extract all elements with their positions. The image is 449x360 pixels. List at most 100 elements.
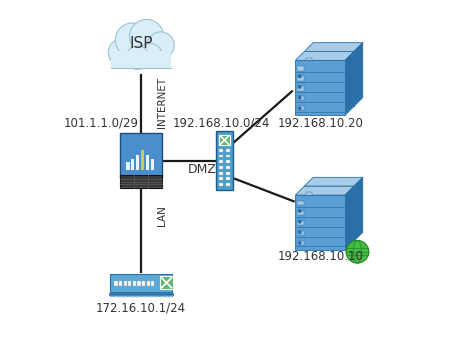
Text: 192.168.10.20: 192.168.10.20 xyxy=(277,117,363,130)
Bar xyxy=(219,177,223,180)
Bar xyxy=(219,149,223,152)
Bar xyxy=(306,212,313,216)
Bar xyxy=(219,183,223,186)
Bar xyxy=(297,241,304,245)
Text: 192.168.10.10: 192.168.10.10 xyxy=(277,250,363,263)
Bar xyxy=(306,192,313,197)
Bar xyxy=(137,281,141,285)
Circle shape xyxy=(307,87,310,90)
Bar xyxy=(147,281,150,285)
FancyBboxPatch shape xyxy=(160,276,173,289)
Bar xyxy=(306,87,313,91)
Circle shape xyxy=(126,46,150,69)
FancyBboxPatch shape xyxy=(110,274,172,292)
Polygon shape xyxy=(345,51,354,115)
Bar xyxy=(306,58,313,62)
Circle shape xyxy=(307,211,310,215)
Bar xyxy=(151,159,154,170)
Circle shape xyxy=(307,232,310,236)
Circle shape xyxy=(115,23,150,57)
Circle shape xyxy=(147,32,174,59)
Bar xyxy=(297,66,304,71)
FancyBboxPatch shape xyxy=(295,195,345,250)
Circle shape xyxy=(138,44,163,68)
Circle shape xyxy=(307,76,310,80)
Bar xyxy=(141,150,145,170)
Bar xyxy=(306,97,313,102)
Bar xyxy=(306,232,313,236)
FancyBboxPatch shape xyxy=(304,186,354,241)
Bar xyxy=(226,149,230,152)
Bar xyxy=(219,172,223,175)
Bar xyxy=(219,160,223,163)
Circle shape xyxy=(307,66,310,69)
Polygon shape xyxy=(354,177,363,241)
Polygon shape xyxy=(345,186,354,250)
Circle shape xyxy=(298,230,301,234)
Bar xyxy=(297,86,304,90)
Bar xyxy=(297,201,304,205)
Bar xyxy=(133,281,136,285)
FancyBboxPatch shape xyxy=(111,51,172,68)
FancyBboxPatch shape xyxy=(219,135,230,145)
Bar xyxy=(226,183,230,186)
Circle shape xyxy=(298,96,301,99)
Circle shape xyxy=(108,39,135,66)
Bar xyxy=(297,96,304,100)
Circle shape xyxy=(307,222,310,225)
Bar xyxy=(297,231,304,235)
Bar xyxy=(226,155,230,157)
Bar xyxy=(114,281,118,285)
Bar xyxy=(306,67,313,72)
Circle shape xyxy=(298,75,301,78)
Polygon shape xyxy=(304,42,363,51)
Circle shape xyxy=(129,19,163,54)
Bar xyxy=(226,172,230,175)
FancyBboxPatch shape xyxy=(120,175,163,188)
FancyBboxPatch shape xyxy=(304,51,354,107)
Bar xyxy=(297,221,304,225)
Polygon shape xyxy=(295,186,354,195)
Polygon shape xyxy=(354,42,363,107)
Bar xyxy=(119,281,122,285)
Text: LAN: LAN xyxy=(157,205,167,226)
Circle shape xyxy=(298,209,301,213)
Bar xyxy=(226,177,230,180)
FancyBboxPatch shape xyxy=(216,131,233,190)
Bar xyxy=(123,281,127,285)
Bar xyxy=(151,281,154,285)
Circle shape xyxy=(298,85,301,89)
Circle shape xyxy=(298,220,301,224)
Bar xyxy=(297,76,304,81)
Bar xyxy=(306,222,313,226)
Bar xyxy=(126,162,129,170)
Bar xyxy=(306,202,313,206)
Circle shape xyxy=(307,98,310,101)
FancyBboxPatch shape xyxy=(295,60,345,115)
Bar xyxy=(142,281,145,285)
Bar xyxy=(306,77,313,82)
Circle shape xyxy=(298,107,301,110)
Text: INTERNET: INTERNET xyxy=(157,76,167,127)
Bar xyxy=(297,211,304,215)
Circle shape xyxy=(298,241,301,245)
Bar xyxy=(131,159,134,170)
Polygon shape xyxy=(304,177,363,186)
Polygon shape xyxy=(295,51,354,60)
Circle shape xyxy=(346,240,369,263)
Bar xyxy=(136,155,140,170)
Bar xyxy=(219,166,223,169)
Bar xyxy=(297,106,304,111)
Text: DMZ: DMZ xyxy=(187,163,216,176)
FancyBboxPatch shape xyxy=(120,134,163,177)
Bar xyxy=(219,155,223,157)
Text: 172.16.10.1/24: 172.16.10.1/24 xyxy=(96,301,186,314)
Bar xyxy=(128,281,132,285)
Text: ISP: ISP xyxy=(129,36,153,51)
Bar xyxy=(226,160,230,163)
Text: 192.168.10.0/24: 192.168.10.0/24 xyxy=(173,117,270,130)
Text: 101.1.1.0/29: 101.1.1.0/29 xyxy=(63,117,138,130)
Bar xyxy=(146,155,150,170)
Circle shape xyxy=(307,201,310,204)
Bar xyxy=(226,166,230,169)
